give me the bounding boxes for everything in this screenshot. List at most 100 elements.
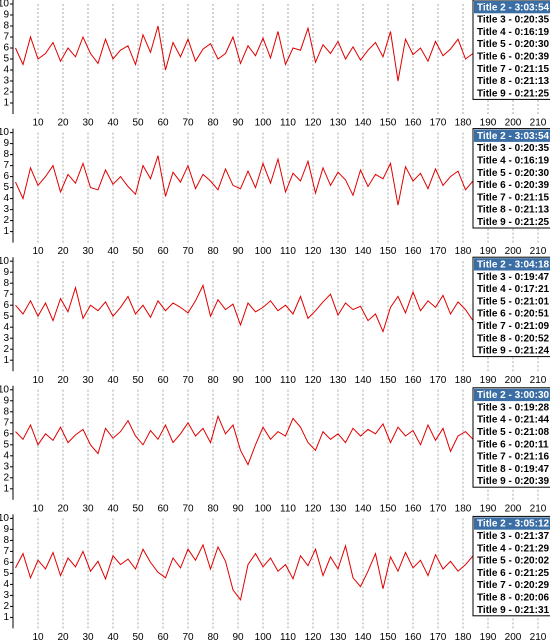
list-item[interactable]: Title 5 - 0:20:30 (477, 39, 550, 50)
x-tick-label: 90 (232, 503, 244, 514)
x-tick-label: 20 (57, 246, 69, 257)
list-item[interactable]: Title 6 - 0:21:25 (477, 568, 550, 579)
y-tick-label: 9 (3, 138, 9, 149)
x-tick-label: 160 (405, 632, 422, 643)
list-item[interactable]: Title 4 - 0:16:19 (477, 27, 550, 38)
y-tick-label: 6 (3, 171, 9, 182)
x-tick-label: 140 (355, 632, 372, 643)
list-item[interactable]: Title 7 - 0:21:15 (477, 192, 550, 203)
x-tick-label: 190 (480, 632, 497, 643)
x-tick-label: 100 (255, 246, 272, 257)
list-item[interactable]: Title 6 - 0:20:39 (477, 51, 550, 62)
list-item[interactable]: Title 2 - 3:00:30 (477, 390, 550, 401)
x-tick-label: 200 (505, 503, 522, 514)
list-item[interactable]: Title 5 - 0:21:08 (477, 427, 550, 438)
list-item[interactable]: Title 6 - 0:20:51 (477, 309, 550, 320)
x-tick-label: 130 (330, 246, 347, 257)
y-tick-label: 3 (3, 333, 9, 344)
list-item[interactable]: Title 8 - 0:20:52 (477, 333, 550, 344)
x-tick-label: 140 (355, 246, 372, 257)
x-tick-label: 210 (530, 632, 547, 643)
y-tick-label: 4 (3, 579, 9, 590)
x-tick-label: 110 (280, 503, 296, 514)
y-tick-label: 2 (3, 215, 9, 226)
list-item[interactable]: Title 5 - 0:20:30 (477, 168, 550, 179)
list-item[interactable]: Title 4 - 0:17:21 (477, 284, 550, 295)
chart-panel: 10 20 30 40 50 60 70 80 90 100 110 120 130 140 150 160 1… (0, 384, 550, 514)
list-item[interactable]: Title 4 - 0:16:19 (477, 155, 550, 166)
x-tick-label: 120 (305, 375, 322, 386)
x-tick-label: 90 (232, 246, 244, 257)
list-item[interactable]: Title 3 - 0:21:37 (477, 531, 550, 542)
y-tick-label: 8 (3, 278, 9, 289)
list-item[interactable]: Title 3 - 0:20:35 (477, 15, 550, 26)
x-tick-label: 100 (255, 503, 272, 514)
list-item[interactable]: Title 8 - 0:20:06 (477, 592, 550, 603)
x-tick-label: 100 (255, 632, 272, 643)
list-item[interactable]: Title 7 - 0:20:29 (477, 580, 550, 591)
x-tick-label: 120 (305, 503, 322, 514)
list-item[interactable]: Title 9 - 0:21:31 (477, 605, 550, 616)
x-tick-label: 40 (107, 246, 119, 257)
x-tick-label: 80 (207, 246, 219, 257)
list-item[interactable]: Title 2 - 3:05:12 (477, 519, 550, 530)
y-tick-label: 9 (3, 395, 9, 406)
x-tick-label: 150 (380, 503, 397, 514)
chart-panel: 10 20 30 40 50 60 70 80 90 100 110 120 130 140 150 160 1… (0, 256, 550, 386)
x-tick-label: 60 (157, 375, 169, 386)
x-tick-label: 150 (380, 375, 397, 386)
list-item[interactable]: Title 9 - 0:21:25 (477, 217, 550, 228)
y-tick-label: 6 (3, 43, 9, 54)
x-tick-label: 190 (480, 118, 497, 129)
list-item[interactable]: Title 8 - 0:21:13 (477, 76, 550, 87)
list-item[interactable]: Title 4 - 0:21:29 (477, 543, 550, 554)
list-frame (472, 128, 550, 229)
list-item[interactable]: Title 6 - 0:20:39 (477, 180, 550, 191)
list-item[interactable]: Title 2 - 3:03:54 (477, 131, 550, 142)
x-tick-label: 50 (132, 375, 144, 386)
x-tick-label: 120 (305, 632, 322, 643)
x-tick-label: 50 (132, 503, 144, 514)
list-item[interactable]: Title 2 - 3:04:18 (477, 259, 550, 270)
y-tick-label: 7 (3, 32, 9, 43)
y-tick-label: 1 (3, 355, 9, 366)
x-tick-label: 10 (32, 503, 44, 514)
x-tick-label: 80 (207, 503, 219, 514)
x-tick-label: 80 (207, 632, 219, 643)
list-item[interactable]: Title 8 - 0:21:13 (477, 205, 550, 216)
list-item[interactable]: Title 8 - 0:19:47 (477, 464, 550, 475)
list-item[interactable]: Title 7 - 0:21:09 (477, 321, 550, 332)
list-item[interactable]: Title 9 - 0:21:25 (477, 88, 550, 99)
list-item[interactable]: Title 3 - 0:19:28 (477, 402, 550, 413)
list-item[interactable]: Title 6 - 0:20:11 (477, 439, 549, 450)
y-tick-label: 5 (3, 54, 9, 65)
x-tick-label: 210 (530, 246, 547, 257)
x-tick-label: 130 (330, 503, 347, 514)
list-item[interactable]: Title 7 - 0:21:15 (477, 64, 550, 75)
x-tick-label: 170 (430, 503, 447, 514)
y-tick-label: 8 (3, 535, 9, 546)
x-tick-label: 60 (157, 632, 169, 643)
data-line (15, 543, 474, 601)
x-tick-label: 90 (232, 118, 244, 129)
x-tick-label: 100 (255, 375, 272, 386)
list-selection (474, 388, 550, 402)
list-item[interactable]: Title 5 - 0:20:02 (477, 556, 550, 567)
list-item[interactable]: Title 7 - 0:21:16 (477, 452, 550, 463)
x-tick-label: 60 (157, 118, 169, 129)
list-item[interactable]: Title 9 - 0:20:39 (477, 476, 550, 487)
list-item[interactable]: Title 2 - 3:03:54 (477, 2, 550, 13)
list-item[interactable]: Title 9 - 0:21:24 (477, 346, 550, 357)
y-tick-label: 10 (0, 384, 9, 395)
x-tick-label: 70 (182, 118, 194, 129)
list-item[interactable]: Title 5 - 0:21:01 (477, 296, 550, 307)
y-tick-label: 7 (3, 160, 9, 171)
x-tick-label: 50 (132, 246, 144, 257)
list-item[interactable]: Title 3 - 0:20:35 (477, 143, 550, 154)
list-item[interactable]: Title 3 - 0:19:47 (477, 272, 550, 283)
x-tick-label: 110 (280, 632, 296, 643)
y-tick-label: 10 (0, 0, 9, 10)
x-tick-label: 130 (330, 118, 347, 129)
list-item[interactable]: Title 4 - 0:21:44 (477, 415, 550, 426)
